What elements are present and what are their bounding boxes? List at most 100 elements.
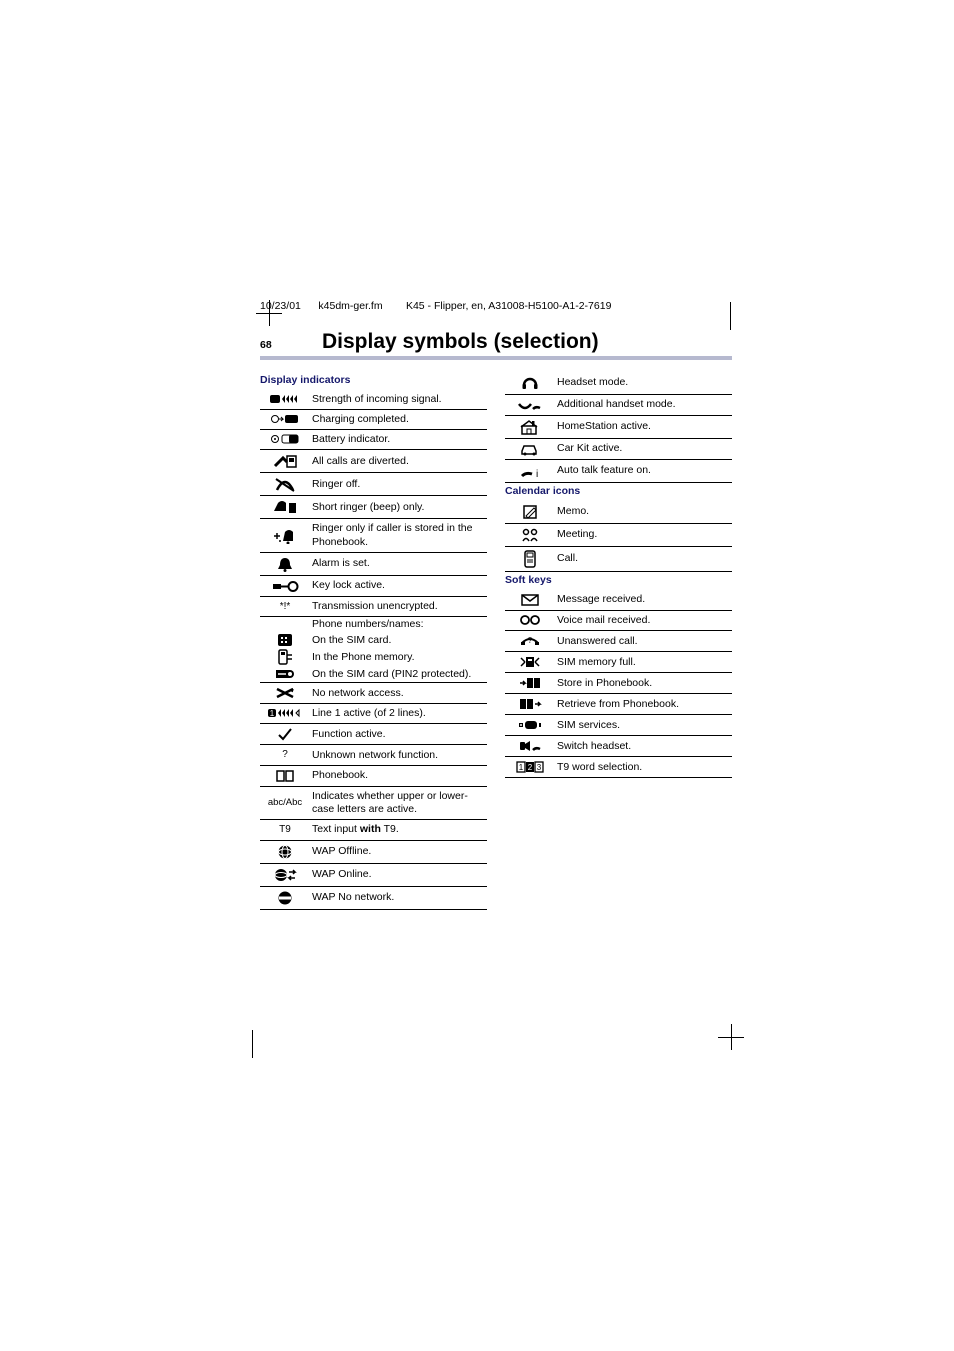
row-text: WAP No network.	[310, 886, 487, 909]
table-row: Voice mail received.	[505, 611, 732, 631]
row-text: In the Phone memory.	[310, 648, 487, 666]
battery-icon	[260, 430, 310, 450]
table-row: *!* Transmission unencrypted.	[260, 596, 487, 617]
row-text: Charging completed.	[310, 410, 487, 430]
table-row: HomeStation active.	[505, 416, 732, 439]
table-row: In the Phone memory.	[260, 648, 487, 666]
row-text: Unanswered call.	[555, 631, 732, 652]
row-text: Ringer off.	[310, 473, 487, 496]
ringer-off-icon	[260, 473, 310, 496]
abc-icon: abc/Abc	[260, 786, 310, 819]
wap-offline-icon	[260, 840, 310, 863]
row-text: Call.	[555, 547, 732, 572]
row-text: WAP Online.	[310, 863, 487, 886]
doc-header: 10/23/01 k45dm-ger.fm K45 - Flipper, en,…	[260, 300, 732, 312]
section-calendar: Calendar icons	[505, 485, 732, 497]
store-pb-icon	[505, 673, 555, 694]
unencrypted-icon: *!*	[260, 596, 310, 617]
right-column: Headset mode. Additional handset mode. H…	[505, 372, 732, 910]
table-row: Store in Phonebook.	[505, 673, 732, 694]
phonebook-icon	[260, 765, 310, 786]
row-text: Retrieve from Phonebook.	[555, 694, 732, 715]
row-text: Battery indicator.	[310, 430, 487, 450]
row-text: No network access.	[310, 683, 487, 704]
page-title: Display symbols (selection)	[322, 330, 599, 354]
meeting-icon	[505, 524, 555, 547]
row-text: On the SIM card (PIN2 protected).	[310, 666, 487, 683]
headset-icon	[505, 372, 555, 395]
row-text: Meeting.	[555, 524, 732, 547]
row-text: Phone numbers/names:	[310, 617, 487, 633]
wap-nonet-icon	[260, 886, 310, 909]
row-text: SIM services.	[555, 715, 732, 736]
row-text: Short ringer (beep) only.	[310, 496, 487, 519]
row-text: Additional handset mode.	[555, 395, 732, 416]
voicemail-icon	[505, 611, 555, 631]
add-handset-icon	[505, 395, 555, 416]
phone-mem-icon	[260, 648, 310, 666]
sim-services-icon	[505, 715, 555, 736]
autotalk-icon: i	[505, 460, 555, 483]
calendar-table: Memo. Meeting. Call.	[505, 501, 732, 572]
row-text: Indicates whether upper or lower-case le…	[310, 786, 487, 819]
simfull-icon	[505, 652, 555, 673]
svg-text:2: 2	[528, 763, 533, 772]
table-row: Meeting.	[505, 524, 732, 547]
table-row: abc/Abc Indicates whether upper or lower…	[260, 786, 487, 819]
question-icon: ?	[260, 745, 310, 766]
display-indicators-table: Strength of incoming signal. Charging co…	[260, 390, 487, 910]
svg-text:?: ?	[528, 636, 533, 645]
table-row: Key lock active.	[260, 575, 487, 596]
svg-text:1: 1	[519, 763, 524, 772]
row-text: Alarm is set.	[310, 552, 487, 575]
table-row: ? Unknown network function.	[260, 745, 487, 766]
svg-text:i: i	[536, 469, 538, 479]
row-text: On the SIM card.	[310, 632, 487, 648]
row-text: Transmission unencrypted.	[310, 596, 487, 617]
section-display-indicators: Display indicators	[260, 374, 487, 386]
switch-headset-icon	[505, 736, 555, 757]
signal-icon	[260, 390, 310, 410]
check-icon	[260, 724, 310, 745]
table-row: Ringer off.	[260, 473, 487, 496]
row-text: Message received.	[555, 590, 732, 611]
title-row: 68 Display symbols (selection)	[260, 330, 732, 358]
message-icon	[505, 590, 555, 611]
table-row: T9 Text input with T9.	[260, 820, 487, 841]
row-text: Function active.	[310, 724, 487, 745]
table-row: Additional handset mode.	[505, 395, 732, 416]
row-text: All calls are diverted.	[310, 450, 487, 473]
memo-icon	[505, 501, 555, 524]
row-text: Phonebook.	[310, 765, 487, 786]
table-row: Function active.	[260, 724, 487, 745]
t9-word-icon: 123	[505, 757, 555, 778]
table-row: WAP Offline.	[260, 840, 487, 863]
no-network-icon	[260, 683, 310, 704]
table-row: All calls are diverted.	[260, 450, 487, 473]
row-text: Auto talk feature on.	[555, 460, 732, 483]
carkit-icon	[505, 439, 555, 460]
table-row: Battery indicator.	[260, 430, 487, 450]
table-row: i Auto talk feature on.	[505, 460, 732, 483]
content-columns: Display indicators Strength of incoming …	[260, 372, 732, 910]
table-row: Switch headset.	[505, 736, 732, 757]
doc-id: K45 - Flipper, en, A31008-H5100-A1-2-761…	[406, 300, 611, 312]
table-row: Short ringer (beep) only.	[260, 496, 487, 519]
softkeys-table: Message received. Voice mail received. ?…	[505, 590, 732, 778]
table-row: WAP Online.	[260, 863, 487, 886]
table-row: 1 Line 1 active (of 2 lines).	[260, 704, 487, 724]
row-text: T9 word selection.	[555, 757, 732, 778]
table-row: Memo.	[505, 501, 732, 524]
sim-card-icon	[260, 632, 310, 648]
homestation-icon	[505, 416, 555, 439]
row-text: Voice mail received.	[555, 611, 732, 631]
line1-icon: 1	[260, 704, 310, 724]
row-text: HomeStation active.	[555, 416, 732, 439]
section-softkeys: Soft keys	[505, 574, 732, 586]
row-text: Store in Phonebook.	[555, 673, 732, 694]
ringer-pb-icon	[260, 519, 310, 552]
table-row: Strength of incoming signal.	[260, 390, 487, 410]
table-row: 123 T9 word selection.	[505, 757, 732, 778]
table-row: On the SIM card.	[260, 632, 487, 648]
table-row: Car Kit active.	[505, 439, 732, 460]
